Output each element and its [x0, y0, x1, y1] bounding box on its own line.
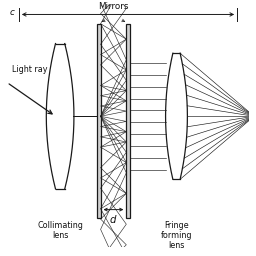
Text: $c$: $c$	[9, 7, 16, 17]
Text: Mirrors: Mirrors	[98, 2, 129, 11]
Text: Fringe
forming
lens: Fringe forming lens	[161, 220, 192, 250]
Text: Light ray: Light ray	[12, 65, 47, 74]
Text: $d$: $d$	[109, 213, 118, 225]
Bar	[126, 24, 130, 218]
Bar	[97, 24, 101, 218]
Text: Collimating
lens: Collimating lens	[37, 220, 83, 240]
